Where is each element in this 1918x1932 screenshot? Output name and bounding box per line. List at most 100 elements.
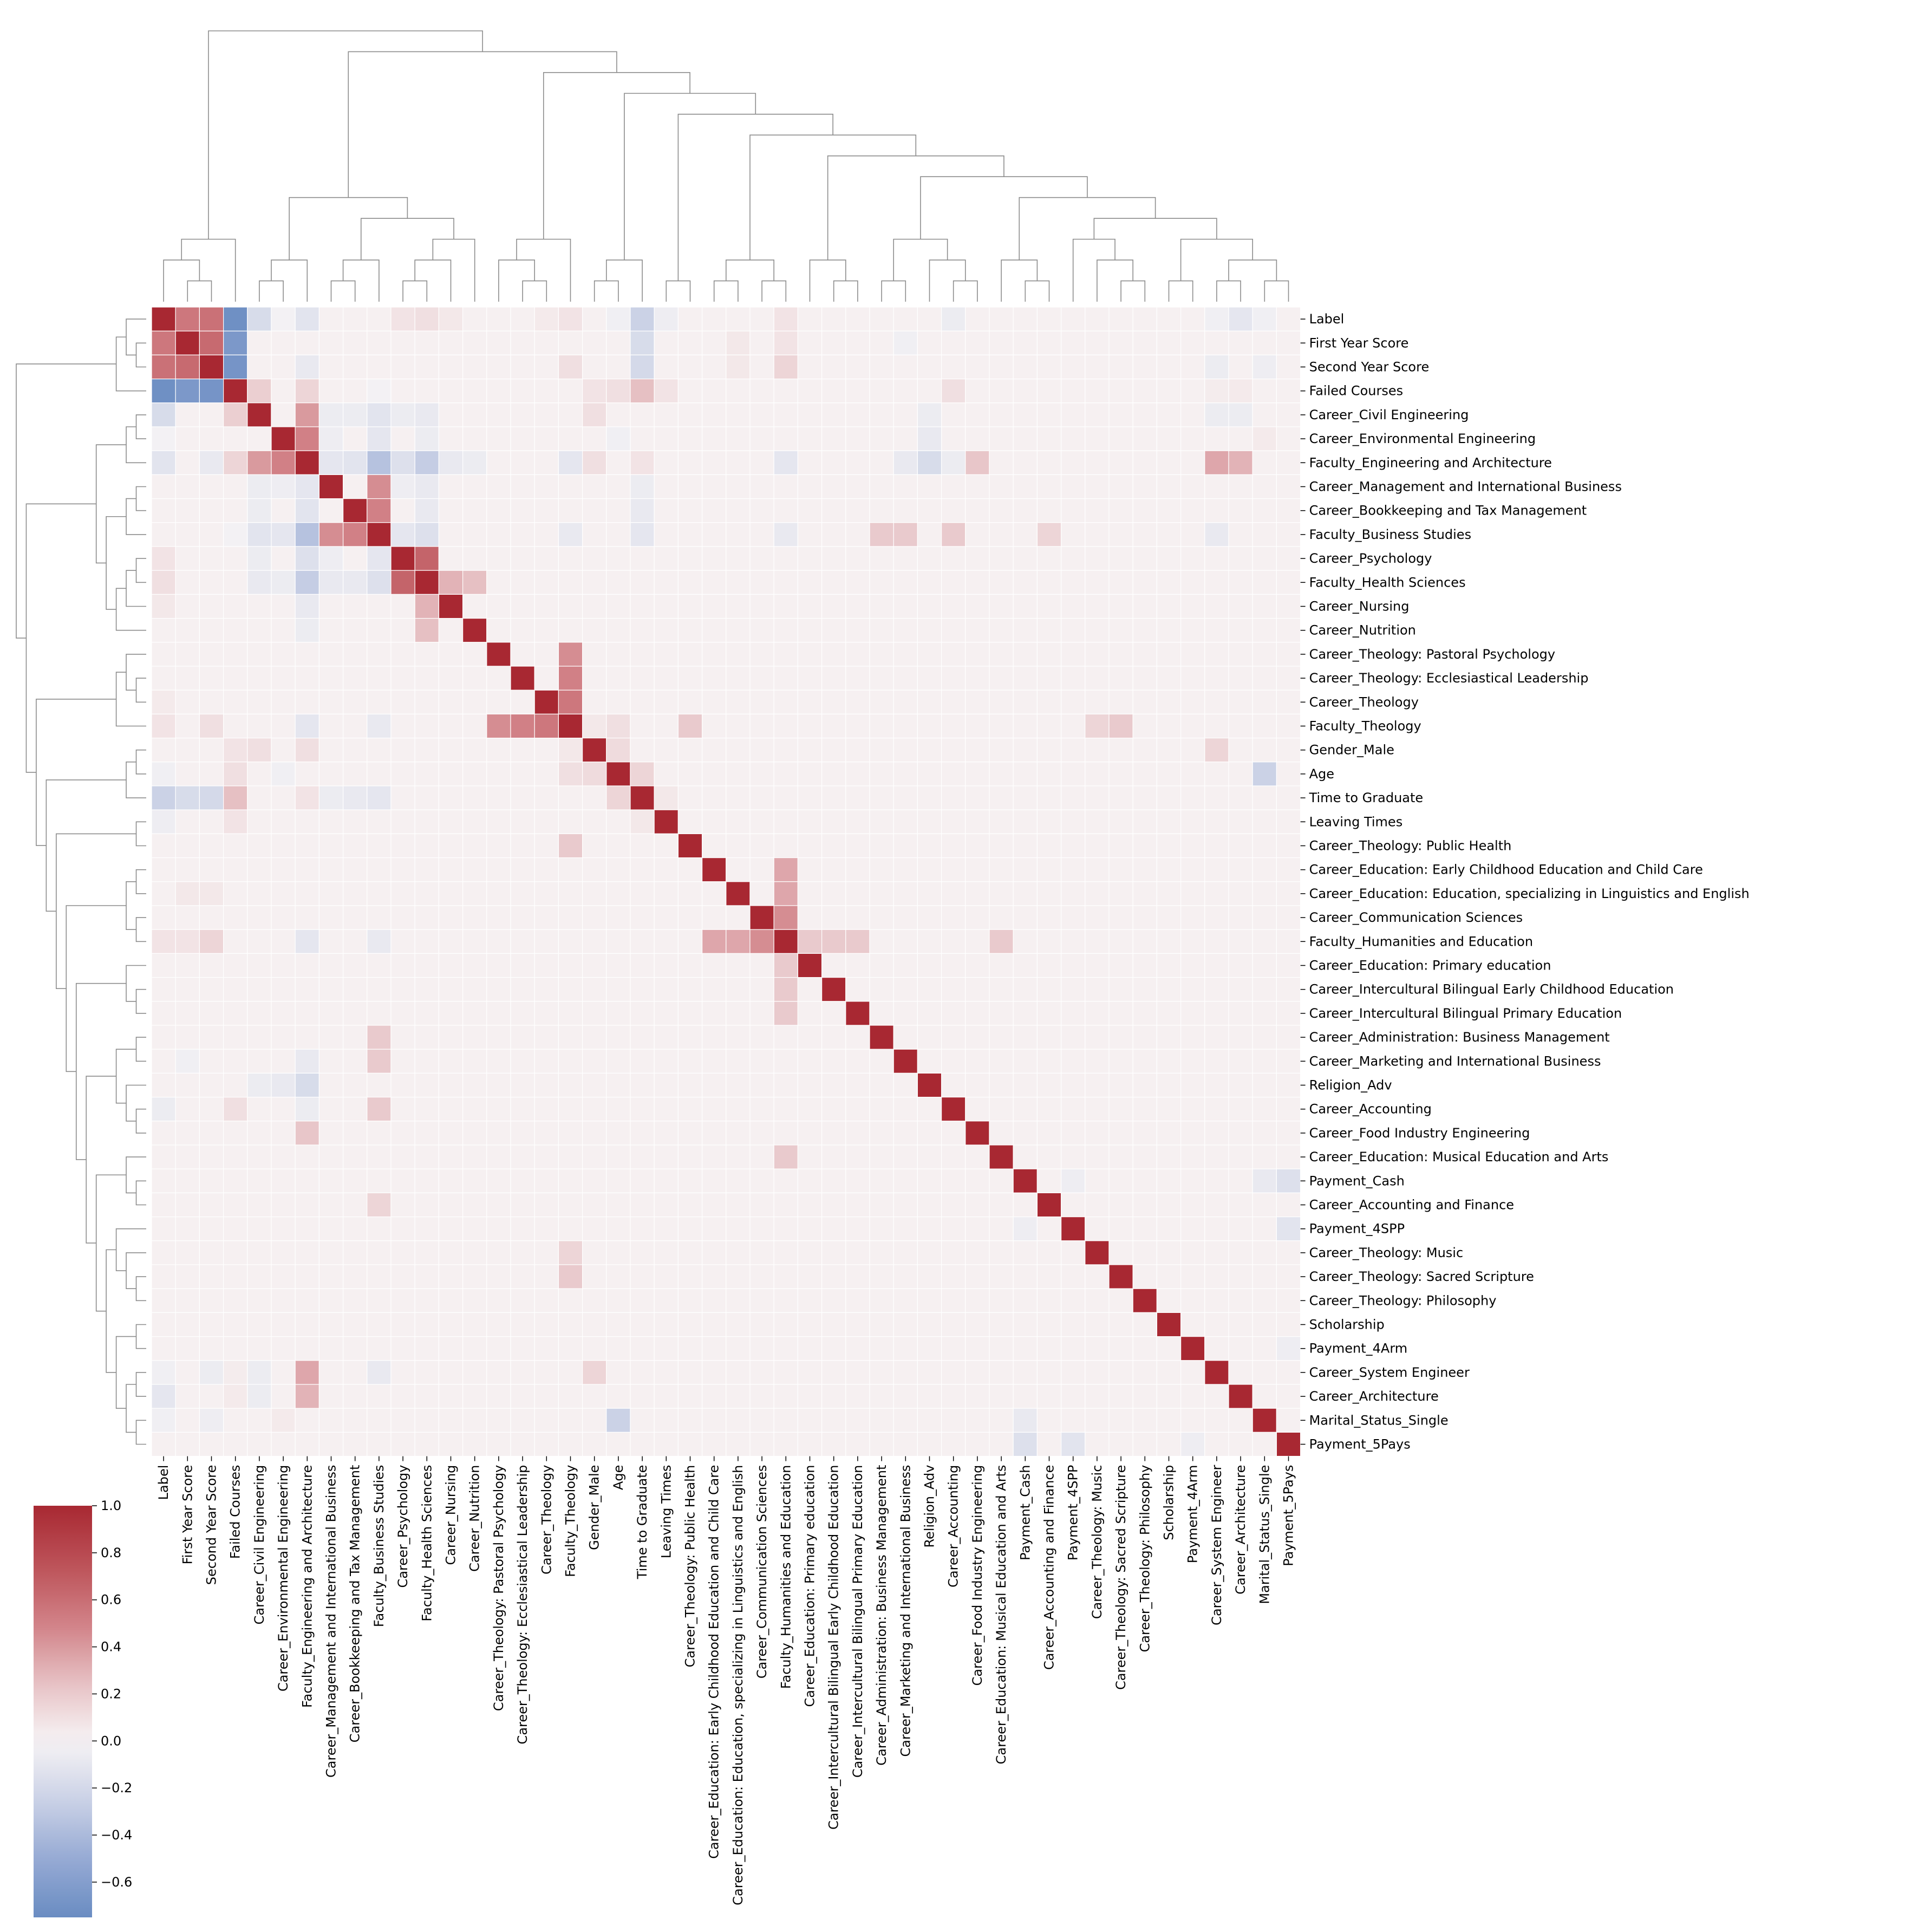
heatmap-cell: [342, 378, 368, 404]
heatmap-cell: [199, 354, 224, 380]
heatmap-cell: [1276, 474, 1301, 499]
heatmap-cell: [390, 1096, 415, 1122]
heatmap-cell: [510, 1360, 535, 1385]
heatmap-cell: [510, 522, 535, 547]
heatmap-cell: [199, 594, 224, 619]
heatmap-cell: [462, 1192, 487, 1218]
heatmap-cell: [677, 1217, 703, 1241]
column-label-career-bookkeeping-and-tax-management: Career_Bookkeeping and Tax Management: [348, 1465, 363, 1743]
heatmap-cell: [534, 546, 559, 571]
heatmap-cell: [510, 857, 535, 882]
heatmap-cell: [1156, 330, 1182, 356]
heatmap-cell: [797, 713, 823, 739]
heatmap-cell: [582, 1049, 607, 1074]
column-dendrogram-link: [208, 30, 483, 239]
heatmap-cell: [1276, 977, 1301, 1002]
heatmap-cell: [1108, 546, 1133, 571]
heatmap-cell: [558, 1001, 583, 1026]
heatmap-cell: [1204, 594, 1229, 619]
heatmap-cell: [749, 522, 774, 547]
heatmap-cell: [677, 1001, 703, 1026]
heatmap-cell: [654, 1360, 679, 1385]
heatmap-cell: [630, 378, 655, 404]
column-dendrogram-link: [1093, 218, 1217, 239]
heatmap-cell: [1180, 1096, 1205, 1122]
heatmap-cell: [869, 354, 894, 380]
heatmap-cell: [558, 450, 583, 476]
heatmap-cell: [1180, 905, 1205, 930]
column-dendrogram-link: [360, 218, 454, 261]
heatmap-cell: [821, 1049, 846, 1074]
heatmap-cell: [1180, 426, 1205, 451]
heatmap-cell: [630, 785, 655, 810]
heatmap-cell: [271, 354, 296, 380]
heatmap-cell: [797, 570, 823, 595]
heatmap-cell: [462, 570, 487, 595]
heatmap-cell: [773, 1025, 798, 1050]
heatmap-cell: [1132, 1408, 1157, 1433]
heatmap-cell: [726, 809, 751, 834]
heatmap-cell: [462, 1049, 487, 1074]
heatmap-cell: [462, 905, 487, 930]
heatmap-cell: [1204, 1072, 1229, 1098]
heatmap-cell: [941, 1025, 966, 1050]
heatmap-cell: [869, 1049, 894, 1074]
heatmap-cell: [797, 1408, 823, 1433]
heatmap-cell: [199, 1096, 224, 1122]
heatmap-cell: [1085, 857, 1110, 882]
heatmap-cell: [1036, 474, 1062, 499]
heatmap-cell: [367, 330, 392, 356]
heatmap-cell: [821, 1336, 846, 1361]
heatmap-cell: [869, 1217, 894, 1241]
heatmap-cell: [869, 881, 894, 906]
heatmap-cell: [941, 450, 966, 476]
heatmap-cell: [199, 881, 224, 906]
heatmap-cell: [1036, 1072, 1062, 1098]
heatmap-cell: [917, 785, 942, 810]
heatmap-cell: [773, 1336, 798, 1361]
heatmap-cell: [1013, 402, 1038, 427]
heatmap-cell: [1060, 713, 1086, 739]
heatmap-cell: [893, 1240, 918, 1265]
heatmap-cell: [941, 378, 966, 404]
heatmap-cell: [1013, 1001, 1038, 1026]
heatmap-cell: [749, 929, 774, 954]
heatmap-cell: [462, 1360, 487, 1385]
heatmap-cell: [773, 666, 798, 691]
heatmap-cell: [1060, 1336, 1086, 1361]
heatmap-cell: [390, 857, 415, 882]
heatmap-cell: [486, 1336, 511, 1361]
heatmap-cell: [630, 1217, 655, 1241]
heatmap-cell: [390, 1001, 415, 1026]
heatmap-cell: [630, 1144, 655, 1169]
heatmap-cell: [917, 1192, 942, 1218]
heatmap-cell: [677, 881, 703, 906]
heatmap-cell: [1180, 570, 1205, 595]
row-dendrogram-link: [126, 965, 146, 1002]
heatmap-cell: [1085, 594, 1110, 619]
heatmap-cell: [965, 881, 990, 906]
heatmap-cell: [701, 1025, 727, 1050]
heatmap-cell: [606, 1312, 631, 1337]
heatmap-cell: [534, 1001, 559, 1026]
heatmap-cell: [701, 1144, 727, 1169]
heatmap-cell: [1085, 1001, 1110, 1026]
heatmap-cell: [845, 1121, 870, 1146]
heatmap-cell: [1013, 330, 1038, 356]
heatmap-cell: [1228, 642, 1253, 667]
heatmap-cell: [1060, 546, 1086, 571]
heatmap-cell: [726, 857, 751, 882]
heatmap-cell: [773, 1288, 798, 1313]
heatmap-cell: [414, 809, 440, 834]
heatmap-cell: [534, 1192, 559, 1218]
heatmap-cell: [821, 378, 846, 404]
heatmap-cell: [845, 450, 870, 476]
heatmap-cell: [510, 1168, 535, 1193]
heatmap-cell: [318, 617, 344, 643]
heatmap-cell: [534, 354, 559, 380]
heatmap-cell: [677, 546, 703, 571]
heatmap-cell: [1156, 953, 1182, 978]
heatmap-cell: [965, 785, 990, 810]
heatmap-cell: [1228, 498, 1253, 523]
heatmap-cell: [175, 617, 200, 643]
